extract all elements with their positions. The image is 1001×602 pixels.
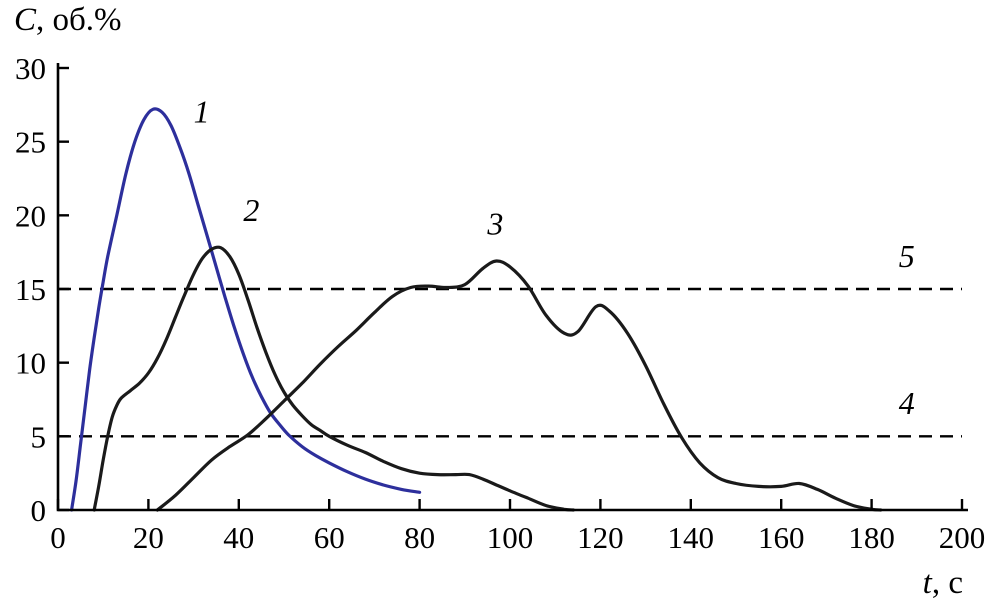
x-tick-label-80: 80 xyxy=(404,520,435,555)
curve-1-label: 1 xyxy=(194,94,210,130)
x-tick-label-0: 0 xyxy=(50,520,66,555)
x-tick-label-20: 20 xyxy=(133,520,164,555)
axes-lines xyxy=(56,63,968,512)
y-axis-title-symbol: C xyxy=(14,2,37,38)
x-tick-label-100: 100 xyxy=(487,520,534,555)
x-tick-label-140: 140 xyxy=(668,520,715,555)
y-tick-label-30: 30 xyxy=(15,51,46,86)
y-axis-title-units: , об.% xyxy=(36,2,122,38)
x-tick-label-180: 180 xyxy=(848,520,895,555)
curve-3-label: 3 xyxy=(486,205,503,241)
y-tick-label-20: 20 xyxy=(15,198,46,233)
y-axis-title: C, об.% xyxy=(14,2,122,39)
curve-3-path xyxy=(155,259,883,512)
x-axis-title-symbol: t xyxy=(922,565,932,601)
x-axis-title-units: , с xyxy=(931,565,963,601)
curve-2-label: 2 xyxy=(243,192,259,228)
y-tick-label-10: 10 xyxy=(15,346,46,381)
y-tick-label-15: 15 xyxy=(15,272,46,307)
reference-line-5-label: 5 xyxy=(899,238,915,274)
x-tick-label-40: 40 xyxy=(223,520,254,555)
x-tick-label-60: 60 xyxy=(314,520,345,555)
y-tick-label-25: 25 xyxy=(15,125,46,160)
x-tick-label-120: 120 xyxy=(577,520,624,555)
x-axis-title: t, с xyxy=(923,565,963,602)
reference-line-4-label: 4 xyxy=(899,385,915,421)
y-tick-label-5: 5 xyxy=(31,419,47,454)
curve-2-path xyxy=(92,245,575,512)
x-tick-label-200: 200 xyxy=(939,520,986,555)
y-tick-label-0: 0 xyxy=(31,493,47,528)
curve-1-path xyxy=(70,107,422,512)
x-tick-label-160: 160 xyxy=(758,520,805,555)
